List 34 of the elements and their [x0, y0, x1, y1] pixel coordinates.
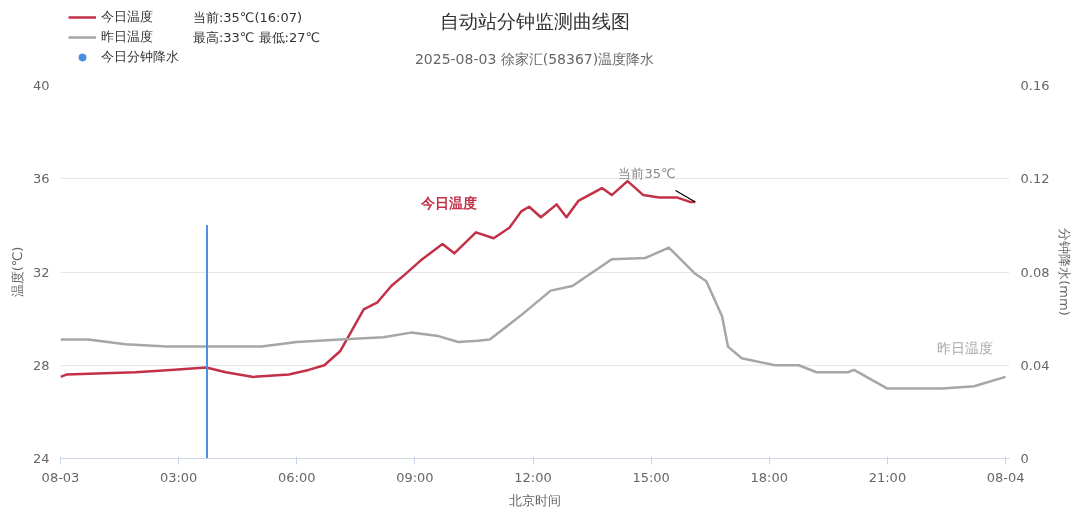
- x-tick-label: 09:00: [396, 469, 434, 485]
- chart-title: 自动站分钟监测曲线图: [439, 9, 630, 32]
- line-series: [60, 179, 697, 379]
- y2-tick-label: 0.12: [1020, 171, 1050, 187]
- annotation: 昨日温度: [936, 339, 993, 356]
- y2-tick-label: 0: [1020, 451, 1029, 466]
- y-tick-label: 36: [32, 171, 50, 187]
- legend-label: 昨日温度: [101, 28, 153, 46]
- y-axis-title: 温度(℃): [9, 246, 25, 298]
- y-tick-label: 32: [32, 264, 50, 280]
- x-tick-label: 08-03: [41, 469, 80, 485]
- y2-tick-label: 0.08: [1020, 264, 1050, 280]
- x-tick-label: 15:00: [632, 469, 670, 485]
- annotation: 当前35℃: [618, 166, 676, 182]
- y-tick-label: 40: [32, 78, 50, 93]
- y2-axis-title: 分钟降水(mm): [1057, 228, 1073, 316]
- x-tick-label: 03:00: [159, 469, 198, 485]
- y-tick-label: 28: [32, 357, 50, 373]
- x-tick-label: 08-04: [986, 469, 1025, 485]
- x-tick-label: 06:00: [278, 469, 316, 485]
- legend-label: 今日分钟降水: [101, 48, 179, 66]
- x-tick-label: 18:00: [750, 469, 789, 485]
- line-series: [60, 246, 1007, 390]
- chart-subtitle: 2025-08-03 徐家汇(58367)温度降水: [414, 50, 655, 67]
- y2-tick-label: 0.04: [1020, 357, 1050, 373]
- annotation: 今日温度: [419, 195, 477, 212]
- x-tick-label: 12:00: [514, 469, 552, 485]
- text: 当前:35℃(16:07): [192, 10, 303, 25]
- x-axis-title: 北京时间: [509, 492, 561, 508]
- y-tick-label: 24: [32, 451, 50, 466]
- legend-label: 今日温度: [101, 8, 153, 26]
- text: 最高:33℃ 最低:27℃: [192, 30, 321, 45]
- x-tick-label: 21:00: [868, 469, 907, 485]
- y2-tick-label: 0.16: [1020, 78, 1050, 93]
